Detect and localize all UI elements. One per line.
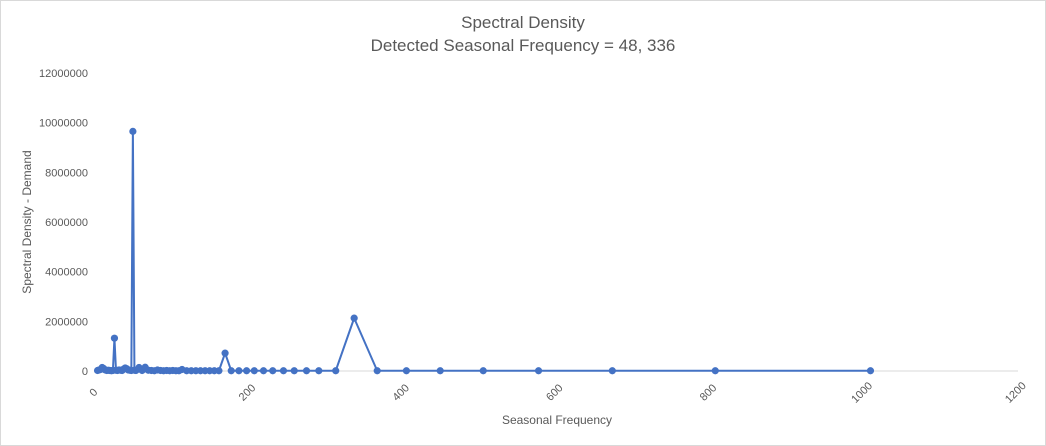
x-tick-label: 400	[390, 382, 411, 403]
data-point	[608, 367, 616, 375]
data-point	[436, 367, 444, 375]
x-tick-label: 200	[237, 382, 258, 403]
data-point	[110, 334, 119, 342]
data-point	[534, 367, 543, 375]
y-tick-label: 0	[82, 366, 88, 378]
data-point	[242, 367, 251, 375]
data-point	[250, 367, 258, 375]
data-point	[302, 367, 311, 375]
data-point	[215, 367, 223, 375]
data-point	[129, 127, 137, 135]
y-axis-title: Spectral Density - Demand	[20, 150, 34, 293]
x-axis-title: Seasonal Frequency	[502, 413, 612, 427]
data-point	[866, 367, 875, 375]
x-tick-label: 600	[544, 382, 565, 403]
x-tick-label: 1000	[849, 380, 875, 406]
data-point	[332, 367, 340, 375]
chart-title: Spectral Density	[461, 13, 585, 32]
data-point	[290, 367, 298, 375]
data-point	[235, 367, 243, 375]
data-point	[269, 367, 277, 375]
y-tick-label: 6000000	[45, 217, 88, 229]
data-point	[259, 367, 268, 375]
y-tick-label: 4000000	[45, 267, 88, 279]
data-point	[350, 314, 358, 322]
data-point	[479, 367, 487, 375]
y-tick-label: 12000000	[39, 68, 88, 80]
chart-subtitle: Detected Seasonal Frequency = 48, 336	[370, 36, 676, 55]
y-axis-ticks: 0 2000000 4000000 6000000 8000000 10000000 120…	[39, 68, 88, 378]
y-tick-label: 2000000	[45, 316, 88, 328]
x-tick-label: 1200	[1003, 380, 1029, 406]
data-point	[227, 367, 235, 375]
y-tick-label: 10000000	[39, 118, 88, 130]
series-spectral-density	[93, 127, 875, 375]
x-tick-label: 800	[698, 382, 719, 403]
data-point	[315, 367, 323, 375]
data-point	[711, 367, 719, 375]
x-axis-ticks: 0 200 400 600 800 1000 1200	[87, 380, 1028, 406]
series-line	[97, 130, 871, 372]
y-tick-label: 8000000	[45, 167, 88, 179]
data-point	[279, 367, 288, 375]
data-point	[221, 349, 229, 357]
data-point	[373, 367, 381, 375]
data-point	[402, 367, 411, 375]
x-tick-label: 0	[87, 386, 100, 399]
